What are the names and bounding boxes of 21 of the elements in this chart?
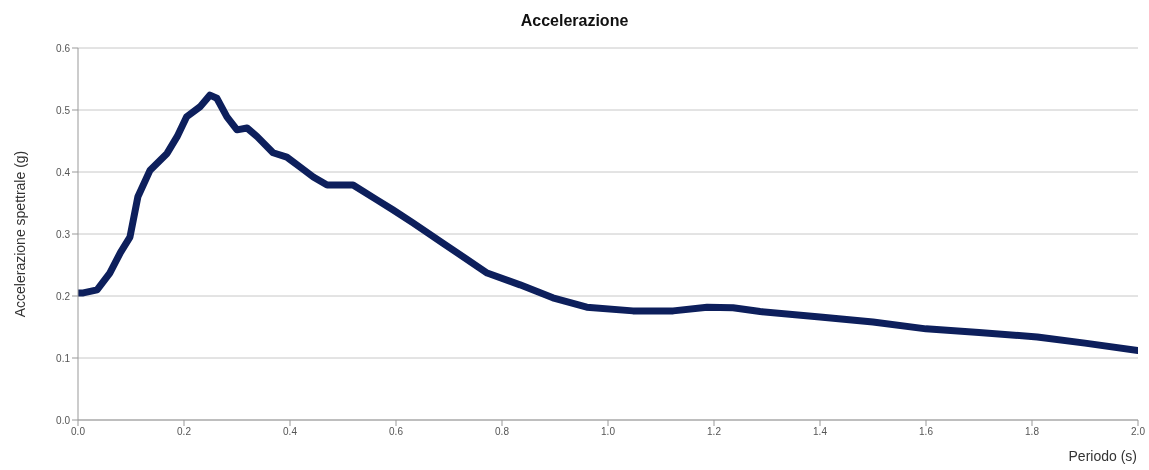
x-tick-label: 0.0	[71, 426, 86, 438]
x-tick-label: 1.4	[813, 426, 828, 438]
y-tick-label: 0.5	[56, 104, 71, 116]
x-tick-label: 0.2	[177, 426, 192, 438]
chart-title: Accelerazione	[519, 12, 630, 30]
x-tick-label: 0.6	[389, 426, 404, 438]
y-tick-label: 0.2	[56, 290, 71, 302]
x-tick-label: 0.8	[495, 426, 510, 438]
x-tick-label: 1.8	[1025, 426, 1040, 438]
y-tick-label: 0.0	[56, 414, 71, 426]
x-axis-title: Periodo (s)	[1068, 448, 1137, 464]
x-tick-label: 1.6	[919, 426, 934, 438]
y-tick-label: 0.6	[56, 42, 71, 54]
y-tick-label: 0.1	[56, 352, 71, 364]
x-tick-label: 1.0	[601, 426, 616, 438]
x-tick-label: 0.4	[283, 426, 298, 438]
y-tick-label: 0.4	[56, 166, 71, 178]
x-tick-label: 1.2	[707, 426, 722, 438]
y-axis-title: Accelerazione spettrale (g)	[11, 150, 28, 318]
y-tick-label: 0.3	[56, 228, 71, 240]
x-tick-label: 2.0	[1131, 426, 1146, 438]
